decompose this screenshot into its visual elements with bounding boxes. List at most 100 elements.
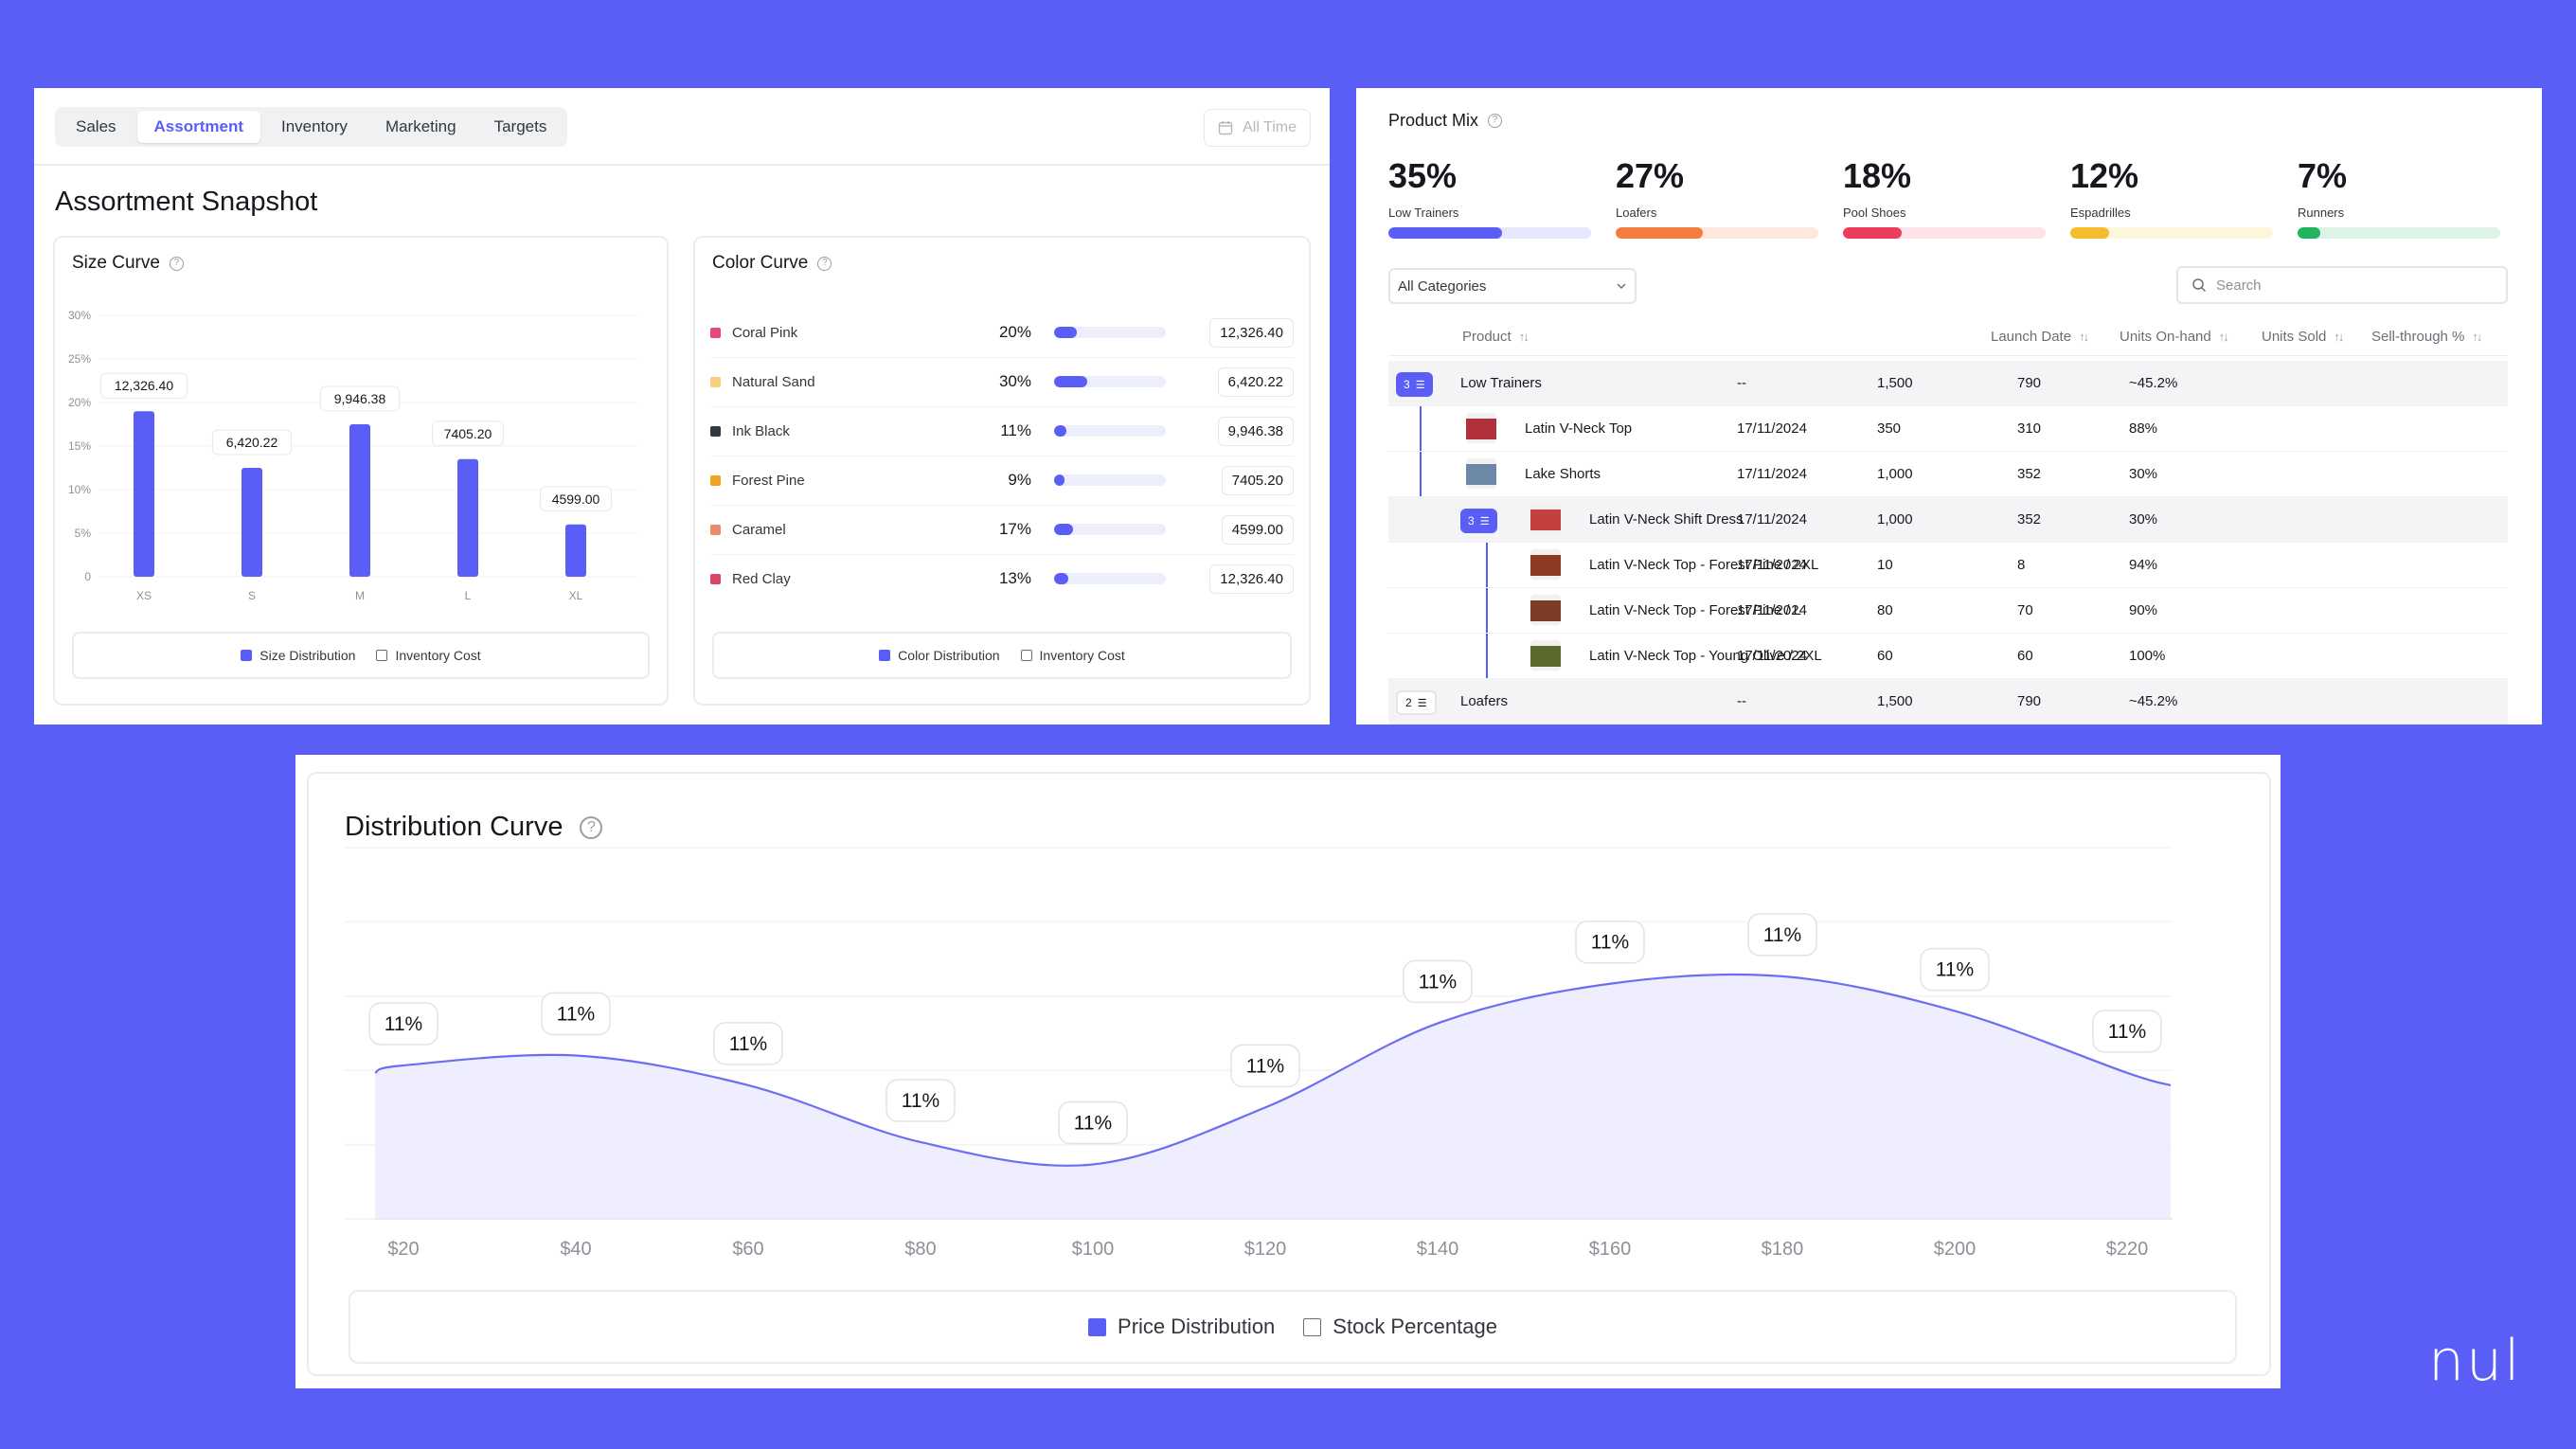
bar[interactable] [565, 524, 586, 577]
color-name: Natural Sand [732, 373, 815, 390]
category-stat[interactable]: 18% Pool Shoes [1843, 156, 2046, 239]
units-sold: 790 [2017, 375, 2042, 391]
legend-color-distribution[interactable]: Color Distribution [879, 648, 1000, 663]
color-curve-card: Color Curve ? Coral Pink 20% 12,326.40 Natu… [693, 236, 1311, 706]
sort-icon: ↑↓ [2334, 330, 2344, 344]
table-row[interactable]: 3 ☰ Latin V-Neck Shift Dress 17/11/2024 1,00… [1388, 497, 2508, 543]
table-row[interactable]: 3 ☰ Low Trainers -- 1,500 790 ~45.2% [1388, 361, 2508, 406]
column-header-launch-date[interactable]: Launch Date ↑↓ [1991, 329, 2089, 345]
category-bar [1843, 227, 2046, 239]
color-row[interactable]: Caramel 17% 4599.00 [710, 505, 1294, 554]
launch-date: 17/11/2024 [1737, 420, 1807, 437]
color-percent: 17% [998, 520, 1031, 538]
data-label: 11% [1074, 1113, 1112, 1135]
sort-icon: ↑↓ [2472, 330, 2482, 344]
page-title: Assortment Snapshot [55, 187, 318, 217]
help-icon[interactable]: ? [580, 815, 603, 839]
color-swatch [710, 573, 721, 584]
tab-targets[interactable]: Targets [493, 117, 547, 135]
color-progress-bar [1054, 425, 1166, 437]
column-header-sell-through[interactable]: Sell-through % ↑↓ [2371, 329, 2482, 345]
color-row[interactable]: Natural Sand 30% 6,420.22 [710, 357, 1294, 406]
bar[interactable] [457, 458, 478, 577]
list-icon: ☰ [1417, 697, 1427, 709]
category-filter-select[interactable]: All Categories [1388, 268, 1637, 304]
data-label-box [211, 429, 293, 456]
color-value: 7405.20 [1221, 465, 1294, 495]
tab-sales[interactable]: Sales [76, 117, 116, 135]
category-stat[interactable]: 35% Low Trainers [1388, 156, 1591, 239]
category-bar-fill [2298, 227, 2320, 239]
color-row[interactable]: Ink Black 11% 9,946.38 [710, 406, 1294, 456]
color-value: 6,420.22 [1217, 367, 1294, 397]
category-bar [2298, 227, 2500, 239]
color-name: Forest Pine [732, 472, 805, 489]
data-label: 12,326.40 [115, 378, 173, 393]
bar[interactable] [242, 468, 262, 577]
nav-tabs: Sales Assortment Inventory Marketing Tar… [55, 107, 568, 147]
legend-price-distribution[interactable]: Price Distribution [1088, 1315, 1275, 1339]
group-toggle-button[interactable]: 2 ☰ [1396, 690, 1437, 715]
y-tick-label: 5% [75, 527, 92, 540]
table-row[interactable]: Latin V-Neck Top - Forest Pine / L 17/11/… [1388, 588, 2508, 634]
color-row[interactable]: Red Clay 13% 12,326.40 [710, 554, 1294, 603]
column-header-units-on-hand[interactable]: Units On-hand ↑↓ [2120, 329, 2229, 345]
category-percent: 27% [1616, 156, 1685, 195]
help-icon[interactable]: ? [169, 256, 184, 271]
search-field[interactable]: Search [2176, 266, 2508, 304]
bar[interactable] [349, 424, 370, 577]
legend-inventory-cost[interactable]: Inventory Cost [1020, 648, 1125, 663]
sell-through: 94% [2129, 557, 2158, 573]
table-row[interactable]: Latin V-Neck Top - Young Olive / 2XL 17/1… [1388, 634, 2508, 679]
units-on-hand: 1,500 [1877, 693, 1913, 709]
series-line[interactable] [374, 973, 2172, 1167]
units-on-hand: 1,000 [1877, 511, 1913, 528]
category-stat[interactable]: 27% Loafers [1616, 156, 1818, 239]
color-progress-fill [1054, 425, 1066, 437]
table-row[interactable]: Lake Shorts 17/11/2024 1,000 352 30% [1388, 452, 2508, 497]
group-toggle-button[interactable]: 3 ☰ [1396, 372, 1433, 397]
product-thumbnail [1530, 595, 1561, 625]
color-progress-bar [1054, 376, 1166, 387]
units-on-hand: 1,000 [1877, 466, 1913, 482]
category-name: Loafers [1616, 206, 1657, 220]
sell-through: 90% [2129, 602, 2158, 618]
data-label: 6,420.22 [226, 435, 278, 450]
column-header-product[interactable]: Product ↑↓ [1462, 329, 1530, 345]
legend-size-distribution[interactable]: Size Distribution [241, 648, 355, 663]
units-on-hand: 60 [1877, 648, 1893, 664]
column-header-units-sold[interactable]: Units Sold ↑↓ [2262, 329, 2344, 345]
category-stat[interactable]: 7% Runners [2298, 156, 2500, 239]
product-thumbnail [1530, 640, 1561, 671]
distribution-legend: Price Distribution Stock Percentage [349, 1290, 2237, 1364]
color-swatch [710, 524, 721, 535]
legend-inventory-cost[interactable]: Inventory Cost [376, 648, 481, 663]
legend-label: Price Distribution [1118, 1315, 1276, 1338]
table-row[interactable]: Latin V-Neck Top 17/11/2024 350 310 88% [1388, 406, 2508, 452]
product-mix-panel: Product Mix ? 35% Low Trainers 27% Loafers 1… [1356, 88, 2542, 724]
category-stat[interactable]: 12% Espadrilles [2070, 156, 2273, 239]
color-row[interactable]: Coral Pink 20% 12,326.40 [710, 308, 1294, 357]
data-label: 11% [557, 1004, 595, 1026]
data-label-box [1747, 913, 1817, 957]
help-icon[interactable]: ? [817, 256, 832, 271]
list-icon: ☰ [1415, 379, 1425, 391]
group-toggle-button[interactable]: 3 ☰ [1460, 509, 1497, 533]
table-row[interactable]: Latin V-Neck Top - Forest Pine / 2XL 17/1… [1388, 543, 2508, 588]
help-icon[interactable]: ? [1488, 114, 1503, 128]
product-name: Low Trainers [1460, 375, 1542, 391]
x-tick-label: XL [569, 589, 583, 602]
table-row[interactable]: 2 ☰ Loafers -- 1,500 790 ~45.2% [1388, 679, 2508, 724]
color-progress-fill [1054, 474, 1064, 486]
search-icon [2192, 278, 2207, 293]
color-progress-fill [1054, 524, 1074, 535]
date-range-button[interactable]: All Time [1204, 109, 1311, 147]
color-percent: 30% [998, 372, 1031, 390]
tab-assortment[interactable]: Assortment [136, 111, 260, 143]
legend-stock-percentage[interactable]: Stock Percentage [1303, 1315, 1497, 1339]
color-row[interactable]: Forest Pine 9% 7405.20 [710, 456, 1294, 505]
tab-inventory[interactable]: Inventory [281, 117, 348, 135]
bar[interactable] [134, 411, 154, 577]
tab-marketing[interactable]: Marketing [385, 117, 456, 135]
product-name: Latin V-Neck Top - Forest Pine / 2XL [1589, 557, 1819, 573]
